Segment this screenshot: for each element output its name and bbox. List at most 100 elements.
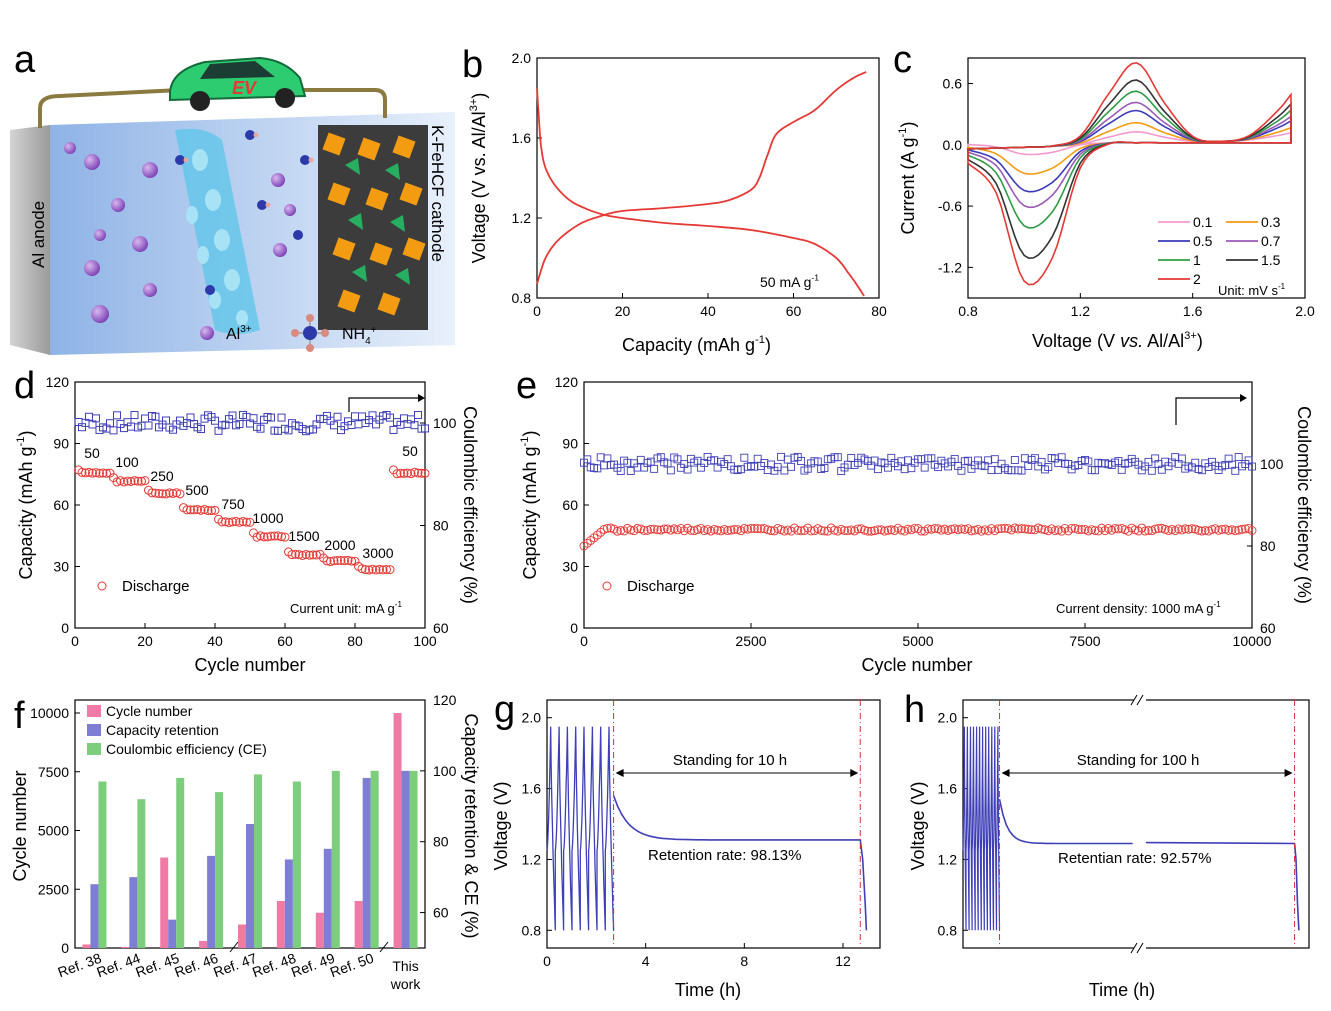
text-part: Capacity (mAh g bbox=[520, 446, 540, 579]
car-label: EV bbox=[232, 78, 258, 98]
axis-break bbox=[1136, 694, 1144, 706]
text-part: -1 bbox=[897, 128, 909, 138]
category-label: work bbox=[390, 976, 422, 992]
ce-point bbox=[1231, 466, 1240, 475]
y-tick-label: 2.0 bbox=[938, 710, 958, 726]
x-axis-label: Time (h) bbox=[675, 980, 741, 1000]
capacity-point bbox=[242, 517, 251, 527]
current-density-annotation: 50 mA g-1 bbox=[760, 273, 819, 290]
capacity-point bbox=[364, 565, 374, 575]
capacity-point bbox=[193, 505, 202, 515]
y-tick-label: 100 bbox=[433, 763, 457, 779]
axis-break bbox=[1130, 694, 1138, 706]
arrow-head bbox=[850, 769, 859, 777]
y-tick-label: 30 bbox=[53, 559, 69, 575]
capacity-point bbox=[1113, 524, 1123, 534]
y-tick-label: -1.2 bbox=[938, 259, 962, 275]
y-tick-label: 10000 bbox=[30, 705, 69, 721]
capacity-point bbox=[926, 524, 936, 534]
ce-point bbox=[600, 461, 608, 470]
cycling-curve bbox=[546, 726, 615, 931]
nh-symbol: NH bbox=[342, 326, 365, 343]
text-part: Current (A g bbox=[898, 137, 918, 234]
text-part: -1 bbox=[395, 600, 403, 609]
bar-coulombic-efficiency-ce- bbox=[215, 792, 224, 948]
y-tick-label: 90 bbox=[53, 436, 69, 452]
capacity-point bbox=[133, 476, 143, 486]
panel-c-chart: 0.8 1.2 1.6 2.0 -1.2 -0.6 0.0 0.6 0.1 0.3 0.5 0.7 1 1… bbox=[897, 57, 1315, 351]
y-tick-label: 2.0 bbox=[522, 710, 542, 726]
capacity-point bbox=[392, 469, 402, 479]
al-symbol: Al bbox=[226, 326, 240, 343]
ce-point bbox=[904, 456, 912, 465]
x-tick-label: 80 bbox=[871, 303, 887, 319]
bar-cycle-number bbox=[82, 944, 91, 948]
capacity-point bbox=[137, 476, 146, 486]
separator-pores bbox=[186, 149, 248, 326]
nh4-ions bbox=[175, 130, 314, 295]
y-tick-label: 2.0 bbox=[512, 50, 532, 66]
bar-capacity-retention bbox=[323, 848, 332, 948]
rate-label: 1000 bbox=[252, 510, 283, 526]
rate-label: 1500 bbox=[288, 528, 319, 544]
x-tick-label: 100 bbox=[1225, 0, 1249, 3]
legend-swatch bbox=[87, 724, 101, 736]
capacity-point bbox=[210, 505, 220, 515]
capacity-point bbox=[151, 488, 160, 498]
capacity-point bbox=[371, 565, 381, 575]
capacity-point bbox=[739, 523, 749, 533]
y-tick-label: 30 bbox=[562, 559, 578, 575]
capacity-point bbox=[589, 533, 599, 543]
legend-label-2: 2 bbox=[1193, 271, 1201, 287]
y-tick-label: 80 bbox=[433, 834, 449, 850]
y-tick-label: 80 bbox=[433, 518, 449, 534]
ce-point bbox=[753, 454, 762, 463]
y-tick-label: 1.6 bbox=[938, 781, 958, 797]
capacity-point bbox=[756, 524, 766, 534]
y-tick-label: 5000 bbox=[38, 823, 69, 839]
text-part: Unit: mV s bbox=[1218, 283, 1278, 298]
capacity-point bbox=[168, 488, 178, 498]
capacity-point bbox=[1187, 524, 1197, 534]
capacity-point bbox=[326, 557, 335, 567]
capacity-point bbox=[259, 532, 269, 542]
standing-curve bbox=[612, 795, 868, 931]
capacity-point bbox=[343, 555, 353, 565]
capacity-point bbox=[158, 489, 167, 499]
capacity-point bbox=[763, 525, 773, 535]
bar-cycle-number bbox=[315, 912, 324, 948]
capacity-point bbox=[746, 524, 756, 533]
y-tick-label: -0.6 bbox=[938, 198, 962, 214]
capacity-point bbox=[1020, 524, 1030, 534]
capacity-point bbox=[382, 564, 391, 574]
capacity-point bbox=[806, 526, 816, 536]
ev-car-icon: EV bbox=[169, 56, 307, 111]
capacity-point bbox=[743, 524, 753, 534]
x-axis-label: Time (h) bbox=[1089, 980, 1155, 1000]
ce-point bbox=[235, 419, 244, 428]
capacity-point bbox=[866, 526, 876, 536]
y-tick-label: 100 bbox=[433, 415, 457, 431]
bar-coulombic-efficiency-ce- bbox=[331, 770, 340, 948]
ce-point bbox=[358, 412, 366, 421]
panel-g-chart: 0 4 8 12 0.8 1.2 1.6 2.0 Standing for 10 h Retent… bbox=[491, 699, 881, 1000]
bar-coulombic-efficiency-ce- bbox=[254, 774, 262, 948]
capacity-point bbox=[860, 525, 870, 535]
panel-g-frame bbox=[546, 699, 881, 949]
ce-point bbox=[414, 410, 422, 419]
y-tick-label: 60 bbox=[53, 497, 69, 513]
capacity-point bbox=[1230, 526, 1240, 536]
bar-coulombic-efficiency-ce- bbox=[409, 770, 418, 948]
nh-subscript: 4 bbox=[365, 336, 371, 347]
bar-coulombic-efficiency-ce- bbox=[370, 770, 379, 948]
legend-label: Cycle number bbox=[106, 703, 193, 719]
ce-point bbox=[1234, 453, 1243, 462]
wire-right bbox=[300, 88, 387, 118]
capacity-point bbox=[1050, 526, 1060, 536]
rate-label: 50 bbox=[84, 445, 100, 461]
legend-label: Discharge bbox=[122, 578, 190, 595]
x-tick-label: 8 bbox=[1029, 0, 1037, 3]
capacity-point bbox=[1013, 524, 1023, 534]
rate-label: 750 bbox=[221, 496, 245, 512]
capacity-point bbox=[161, 489, 171, 499]
